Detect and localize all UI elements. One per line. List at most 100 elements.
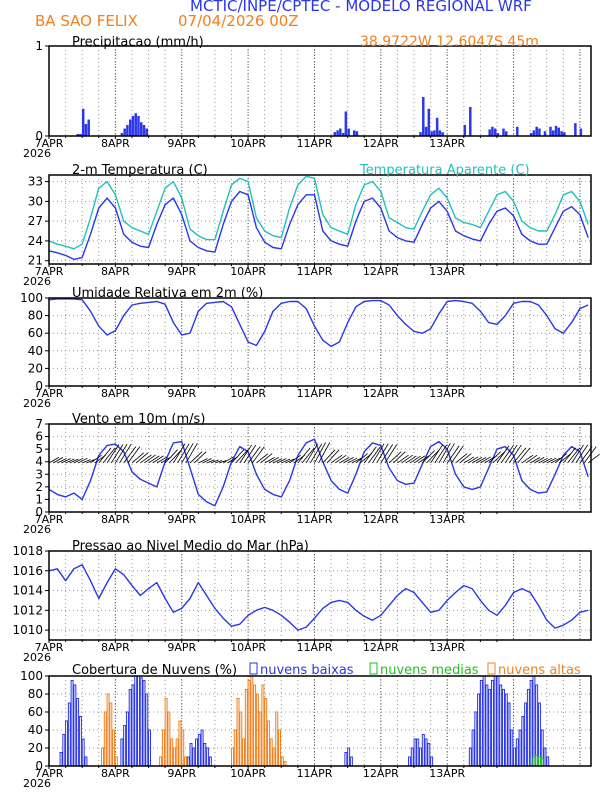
wind-barb-arrow xyxy=(110,444,124,464)
bar-cloud-orange xyxy=(280,756,284,767)
bar-cloud-orange xyxy=(164,698,168,767)
bar-cloud-blue xyxy=(502,689,505,767)
legend-swatch-nuvens-altas xyxy=(487,662,496,675)
wind-barb-arrow xyxy=(276,458,287,464)
wind-barb-arrow xyxy=(90,454,102,464)
series-line-rh-blue xyxy=(48,298,589,348)
wind-barb-arrow xyxy=(168,449,182,464)
bar-cloud-blue xyxy=(136,675,140,767)
x-tick-label-press: 13APR xyxy=(429,641,465,654)
y-tick-label-temp: 21 xyxy=(28,254,43,268)
wind-barb-arrow xyxy=(393,451,406,464)
wind-barb-arrow xyxy=(289,454,301,464)
wind-barb-arrow xyxy=(181,443,194,464)
y-tick-label-cloud: 100 xyxy=(20,669,43,683)
x-tick-label-wind: 13APR xyxy=(429,513,465,526)
wind-barb-arrow xyxy=(417,455,430,464)
bar-cloud-blue xyxy=(504,693,508,767)
bar-cloud-blue xyxy=(485,684,489,767)
x-tick-label-rh: 11APR xyxy=(297,387,333,400)
bar-cloud-orange xyxy=(264,698,268,767)
plot-frame-precip xyxy=(48,45,592,137)
x-tick-label-wind: 11APR xyxy=(297,513,333,526)
wind-barb-arrow xyxy=(210,459,219,464)
x-tick-label-press: 7APR xyxy=(35,641,64,654)
bar-cloud-blue xyxy=(197,734,201,767)
wind-barb-arrow xyxy=(260,453,273,464)
wind-barb-arrow xyxy=(69,458,79,464)
x-tick-label-precip: 9APR xyxy=(167,137,196,150)
wind-barb-arrow xyxy=(264,457,275,464)
bar-precip-blue xyxy=(126,124,129,137)
bar-cloud-orange xyxy=(269,738,273,767)
wind-barb-arrow xyxy=(521,454,534,464)
x-tick-label-precip: 11APR xyxy=(297,137,333,150)
wind-barb-arrow xyxy=(409,455,421,464)
bar-precip-blue xyxy=(427,108,431,137)
bar-cloud-orange xyxy=(266,720,270,767)
y-tick-label-press: 1010 xyxy=(12,623,43,637)
wind-barb-arrow xyxy=(550,457,561,464)
x-tick-label-rh: 8APR xyxy=(101,387,130,400)
y-tick-label-cloud: 0 xyxy=(35,759,43,773)
bar-cloud-blue xyxy=(515,738,519,767)
bar-cloud-blue xyxy=(427,743,431,767)
wind-barb-arrow xyxy=(567,447,581,464)
wind-barb-arrow xyxy=(48,457,60,464)
bar-precip-blue xyxy=(538,128,541,137)
x-tick-label-wind: 7APR xyxy=(35,513,64,526)
wind-barb-arrow xyxy=(467,456,479,464)
wind-barb-arrow xyxy=(285,458,295,464)
bar-cloud-blue xyxy=(419,747,423,767)
wind-barb-arrow xyxy=(173,443,186,464)
wind-barb-arrow xyxy=(193,451,207,464)
bar-cloud-blue xyxy=(344,752,348,767)
bar-cloud-blue xyxy=(139,677,143,767)
bar-cloud-blue xyxy=(413,738,417,767)
x-tick-label-temp: 12APR xyxy=(363,265,399,278)
wind-barb-arrow xyxy=(256,453,269,464)
bar-cloud-blue xyxy=(510,729,514,767)
bar-cloud-blue xyxy=(347,747,351,767)
x-tick-label-precip: 8APR xyxy=(101,137,130,150)
bar-cloud-blue xyxy=(76,698,80,767)
bar-cloud-orange xyxy=(106,693,110,767)
series-line-wind-blue xyxy=(48,438,589,507)
bar-cloud-blue xyxy=(206,747,210,767)
bar-cloud-green xyxy=(537,756,541,767)
bar-precip-blue xyxy=(128,119,132,137)
y-tick-label-wind: 2 xyxy=(35,480,43,494)
bar-cloud-blue xyxy=(65,720,69,767)
wind-barb-arrow xyxy=(347,457,358,464)
y-tick-label-wind: 1 xyxy=(35,492,43,506)
wind-barb-arrow xyxy=(164,449,178,464)
wind-barb-arrow xyxy=(243,444,257,464)
y-tick-label-cloud: 80 xyxy=(28,687,43,701)
bar-cloud-blue xyxy=(513,747,517,767)
wind-barb-arrow xyxy=(376,443,389,464)
wind-barb-arrow xyxy=(127,446,141,464)
wind-barb-arrow xyxy=(309,443,323,464)
bar-precip-blue xyxy=(516,126,519,137)
bar-cloud-blue xyxy=(499,684,503,767)
bar-cloud-blue xyxy=(70,680,74,767)
bar-precip-blue xyxy=(579,128,583,137)
x-tick-label-cloud: 11APR xyxy=(297,767,333,780)
wind-barb-arrow xyxy=(73,457,84,464)
wind-barb-arrow xyxy=(314,442,327,464)
wind-barb-arrow xyxy=(272,458,283,464)
bar-cloud-blue xyxy=(518,729,522,767)
bar-cloud-orange xyxy=(184,756,187,767)
bar-cloud-orange xyxy=(258,711,262,767)
bar-cloud-orange xyxy=(233,729,237,767)
wind-barb-arrow xyxy=(471,457,483,464)
wind-barb-arrow xyxy=(177,443,190,464)
bar-cloud-blue xyxy=(529,680,533,767)
x-tick-label-rh: 12APR xyxy=(363,387,399,400)
x-tick-label-precip: 10APR xyxy=(230,137,266,150)
bar-cloud-blue xyxy=(81,738,85,767)
bar-precip-blue xyxy=(81,108,85,137)
wind-barb-arrow xyxy=(496,445,510,464)
x-tick-label-temp: 13APR xyxy=(429,265,465,278)
bar-cloud-orange xyxy=(239,711,243,767)
